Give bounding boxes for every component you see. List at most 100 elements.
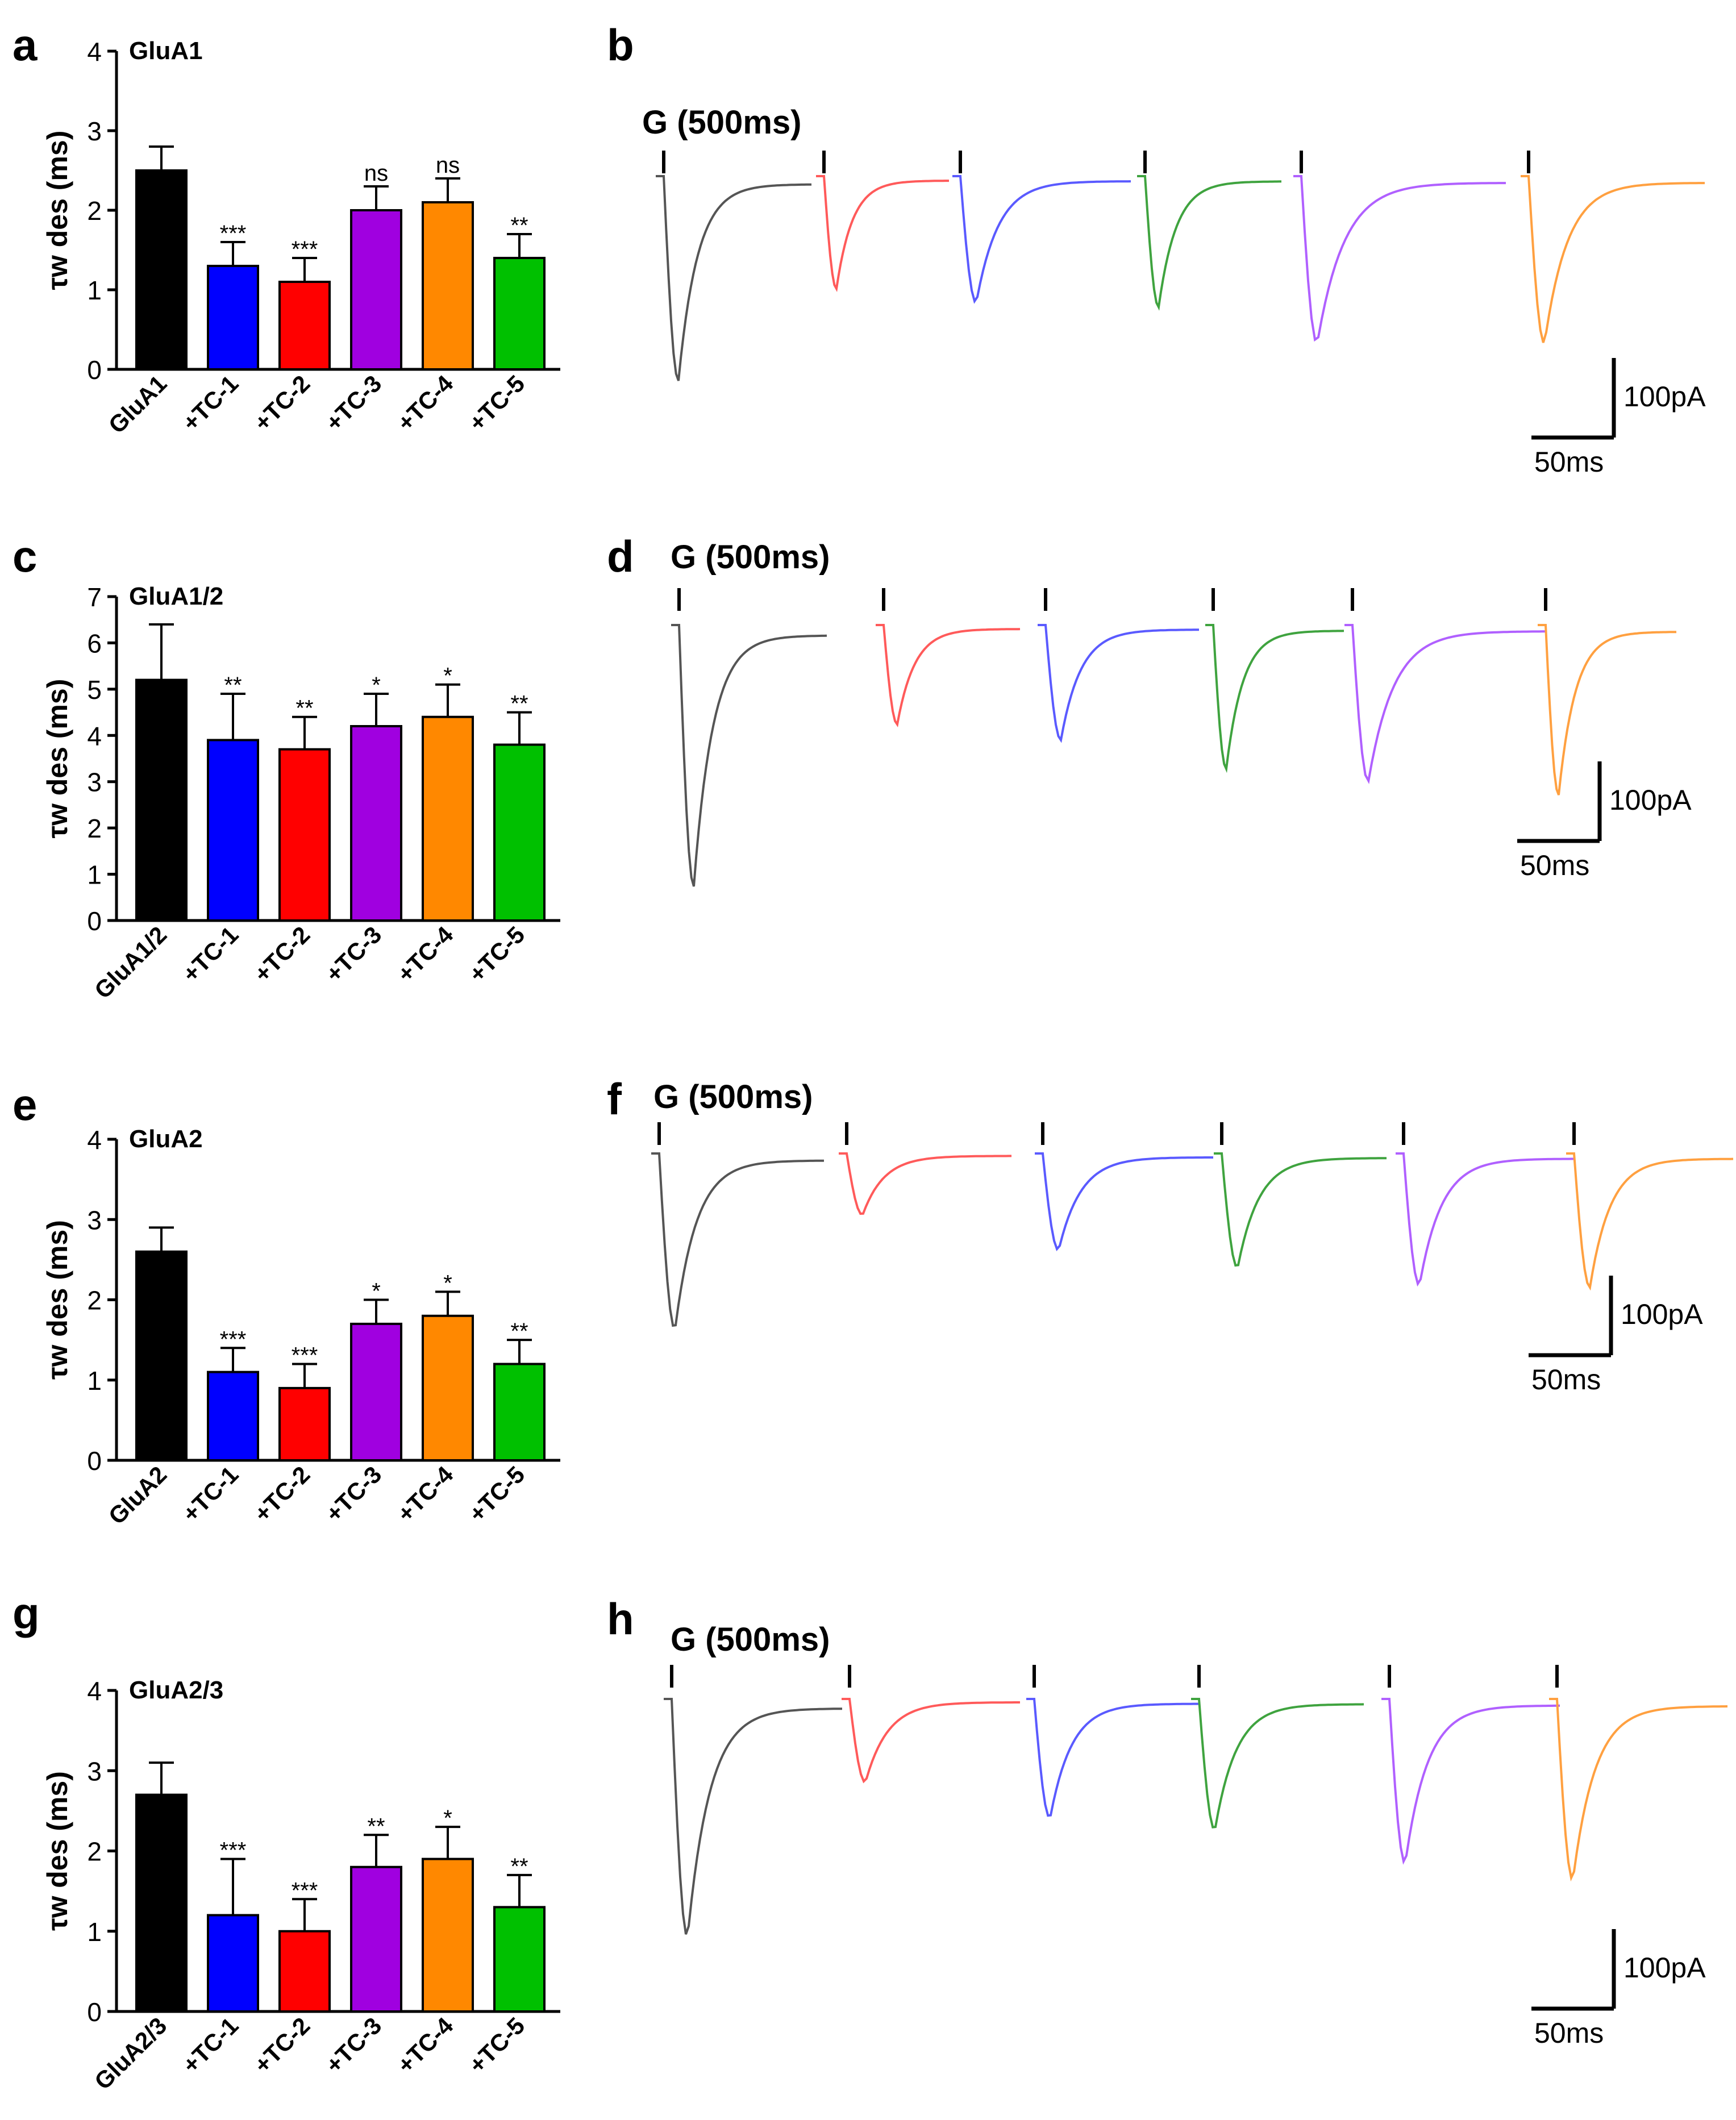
x-tick-label: +TC-4 — [392, 370, 459, 436]
x-tick-label: +TC-4 — [392, 2012, 459, 2079]
significance-label: ** — [510, 1854, 528, 1879]
scalebar-time-label: 50ms — [1534, 2017, 1604, 2049]
x-tick-label: +TC-3 — [320, 1461, 387, 1527]
y-tick-label: 4 — [87, 37, 102, 66]
y-tick-label: 1 — [87, 1917, 102, 1947]
y-tick-label: 3 — [87, 116, 102, 146]
x-tick-label: +TC-1 — [177, 1461, 244, 1527]
y-tick-label: 3 — [87, 1756, 102, 1786]
current-trace-TC3 — [1214, 1152, 1387, 1267]
significance-label: *** — [292, 237, 318, 262]
current-trace-TC1 — [839, 1152, 1011, 1215]
scalebar-current-label: 100pA — [1623, 381, 1706, 413]
significance-label: ** — [367, 1814, 385, 1839]
current-trace-control — [651, 1152, 824, 1327]
panel-label-d: d — [607, 531, 634, 581]
bar-TC2 — [278, 1930, 331, 2013]
current-trace-TC2 — [952, 175, 1131, 304]
significance-label: *** — [292, 1343, 318, 1368]
y-tick-label: 0 — [87, 1997, 102, 2027]
trace-panel-b: G (500ms) 100pA 50ms — [642, 104, 1706, 478]
current-trace-TC5 — [1549, 1698, 1728, 1882]
current-trace-TC2 — [1035, 1152, 1213, 1252]
significance-label: ** — [510, 1319, 528, 1344]
x-tick-label: +TC-5 — [464, 1461, 530, 1527]
chart-title: GluA2 — [129, 1125, 203, 1153]
x-tick-label: +TC-3 — [320, 2012, 387, 2079]
y-tick-label: 4 — [87, 1125, 102, 1155]
bar-TC2 — [278, 1386, 331, 1461]
bar-TC3 — [350, 1322, 402, 1461]
x-tick-label: +TC-1 — [177, 2012, 244, 2079]
significance-label: * — [372, 673, 381, 698]
y-tick-label: 0 — [87, 906, 102, 936]
glutamate-application-label: G (500ms) — [671, 1621, 830, 1658]
trace-panel-f: G (500ms) 100pA 50ms — [651, 1078, 1734, 1396]
bar-GluA2 — [135, 1250, 188, 1461]
significance-label: ** — [224, 673, 242, 698]
y-tick-label: 1 — [87, 276, 102, 305]
bar-TC4 — [422, 715, 474, 922]
significance-label: ** — [510, 213, 528, 238]
current-trace-control — [664, 1698, 842, 1935]
y-tick-label: 6 — [87, 628, 102, 658]
significance-label: * — [443, 1271, 452, 1296]
y-tick-label: 1 — [87, 1366, 102, 1396]
current-trace-TC2 — [1026, 1698, 1199, 1817]
significance-label: * — [372, 1279, 381, 1304]
current-trace-TC3 — [1191, 1698, 1364, 1829]
bar-TC5 — [493, 1906, 546, 2013]
bar-TC1 — [207, 265, 259, 370]
x-tick-label: +TC-4 — [392, 1461, 459, 1527]
glutamate-application-label: G (500ms) — [642, 104, 801, 141]
significance-label: ** — [295, 696, 313, 721]
chart-title: GluA2/3 — [129, 1676, 223, 1704]
significance-label: * — [443, 664, 452, 689]
x-tick-label: +TC-5 — [464, 921, 530, 988]
significance-label: ns — [364, 161, 388, 186]
current-trace-control — [656, 175, 812, 381]
panel-label-g: g — [13, 1588, 40, 1638]
current-trace-TC4 — [1344, 624, 1546, 784]
y-axis-label: τw des (ms) — [41, 1771, 73, 1931]
bar-GluA1 — [135, 169, 188, 370]
bar-TC1 — [207, 1371, 259, 1461]
bar-GluA23 — [135, 1793, 188, 2013]
bar-TC5 — [493, 257, 546, 370]
y-tick-label: 5 — [87, 675, 102, 705]
y-tick-label: 0 — [87, 1446, 102, 1476]
current-trace-TC1 — [876, 624, 1021, 727]
bar-GluA12 — [135, 678, 188, 922]
scalebar-current-label: 100pA — [1623, 1952, 1706, 1984]
bar-TC3 — [350, 725, 402, 922]
y-axis-label: τw des (ms) — [41, 131, 73, 290]
current-trace-TC3 — [1137, 175, 1281, 311]
bar-TC4 — [422, 1314, 474, 1461]
current-trace-TC2 — [1038, 624, 1199, 743]
panel-label-h: h — [607, 1594, 634, 1644]
x-tick-label: +TC-5 — [464, 2012, 530, 2079]
significance-label: *** — [220, 1838, 247, 1863]
y-tick-label: 2 — [87, 814, 102, 843]
y-tick-label: 4 — [87, 1676, 102, 1706]
significance-label: ns — [436, 153, 460, 178]
panel-label-a: a — [13, 20, 38, 70]
panel-label-c: c — [13, 531, 38, 581]
panel-label-b: b — [607, 20, 634, 70]
scalebar-current-label: 100pA — [1609, 784, 1692, 816]
scalebar-current-label: 100pA — [1621, 1298, 1703, 1330]
x-tick-label: +TC-3 — [320, 370, 387, 436]
bar-TC4 — [422, 201, 474, 370]
current-trace-TC1 — [816, 175, 949, 293]
y-tick-label: 2 — [87, 1837, 102, 1867]
scalebar-time-label: 50ms — [1534, 446, 1604, 478]
y-tick-label: 3 — [87, 1205, 102, 1235]
significance-label: ** — [510, 692, 528, 717]
scalebar-time-label: 50ms — [1531, 1364, 1601, 1396]
bar-TC4 — [422, 1857, 474, 2013]
bar-TC2 — [278, 281, 331, 370]
x-tick-label: +TC-2 — [249, 921, 315, 988]
